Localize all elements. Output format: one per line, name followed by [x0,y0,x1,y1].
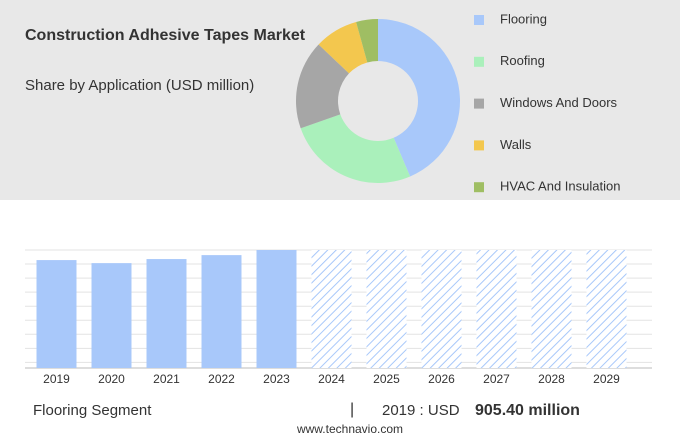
pie-slice [356,19,378,63]
x-tick-label: 2020 [98,372,125,386]
x-tick-label: 2024 [318,372,345,386]
segment-label: Flooring Segment [33,402,152,419]
legend-swatch [474,98,484,109]
x-tick-label: 2025 [373,372,400,386]
forecast-bar [476,250,517,368]
bar [91,263,132,368]
forecast-bar [421,250,462,368]
x-tick-label: 2029 [593,372,620,386]
legend-label: Walls [500,137,532,152]
forecast-bar [586,250,627,368]
chart-title: Construction Adhesive Tapes Market [25,27,306,44]
x-tick-label: 2021 [153,372,180,386]
x-tick-label: 2019 [43,372,70,386]
pie-slice [318,21,368,74]
bar [256,250,297,368]
legend-swatch [474,15,484,25]
bar [36,260,77,368]
bar [146,259,187,368]
chart-subtitle: Share by Application (USD million) [25,77,254,94]
legend-label: HVAC And Insulation [500,179,620,194]
highlight-label: 2019 : USD [382,402,460,419]
x-tick-label: 2028 [538,372,565,386]
legend-label: Windows And Doors [500,95,618,110]
pie-slice [378,19,460,177]
bar [201,255,242,368]
separator: | [350,401,354,418]
forecast-bar [311,250,352,368]
legend-label: Flooring [500,11,547,26]
x-tick-label: 2022 [208,372,235,386]
pie-slice [300,114,411,183]
forecast-bar [366,250,407,368]
legend-swatch [474,56,484,67]
x-tick-label: 2026 [428,372,455,386]
source: www.technavio.com [296,422,403,436]
x-tick-label: 2027 [483,372,510,386]
legend-label: Roofing [500,53,545,68]
pie-slice [296,44,350,129]
x-tick-label: 2023 [263,372,290,386]
legend-swatch [474,140,484,151]
legend-swatch [474,182,484,193]
highlight-value: 905.40 million [475,402,580,419]
forecast-bar [531,250,572,368]
